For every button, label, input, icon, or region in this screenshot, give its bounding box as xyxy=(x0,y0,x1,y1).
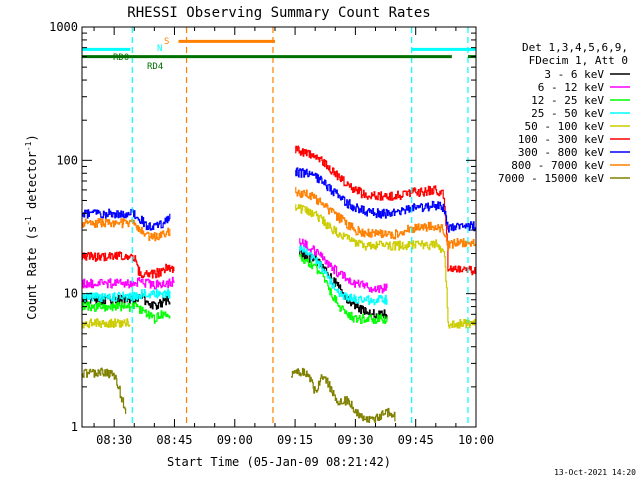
x-tick-label: 10:00 xyxy=(458,433,494,447)
vline-layer xyxy=(131,27,469,427)
x-tick-label: 09:15 xyxy=(277,433,313,447)
legend-label: 300 - 800 keV xyxy=(518,146,604,159)
series-line xyxy=(299,245,388,306)
series-line xyxy=(82,288,171,302)
legend: Det 1,3,4,5,6,9,FDecim 1, Att 03 - 6 keV… xyxy=(498,41,630,185)
y-axis-label: Count Rate (s-1 detector-1) xyxy=(24,134,39,319)
y-tick-label: 100 xyxy=(56,153,78,167)
series-line xyxy=(82,318,131,329)
x-tick-label: 08:30 xyxy=(96,433,132,447)
legend-label: 50 - 100 keV xyxy=(525,120,605,133)
x-tick-label: 09:00 xyxy=(217,433,253,447)
series-line xyxy=(82,251,175,279)
series-line xyxy=(82,208,171,231)
series-line xyxy=(82,276,175,290)
series-line xyxy=(299,238,388,294)
legend-label: 25 - 50 keV xyxy=(531,107,604,120)
legend-label: 6 - 12 keV xyxy=(538,81,605,94)
legend-label: 3 - 6 keV xyxy=(544,68,604,81)
flag-label: N xyxy=(157,44,162,54)
series-line xyxy=(295,187,476,251)
series-line xyxy=(82,367,127,414)
svg-text:Count Rate (s-1 detector-1): Count Rate (s-1 detector-1) xyxy=(24,134,39,319)
flag-label: RD0 xyxy=(113,53,129,63)
legend-header: FDecim 1, Att 0 xyxy=(529,54,628,67)
series-line xyxy=(82,301,171,324)
x-tick-label: 09:45 xyxy=(398,433,434,447)
flag-layer: RD0 RD4 NS xyxy=(82,37,476,72)
y-tick-label: 10 xyxy=(64,287,78,301)
legend-label: 800 - 7000 keV xyxy=(511,159,604,172)
y-tick-label: 1 xyxy=(71,420,78,434)
flag-label: S xyxy=(164,37,169,47)
series-line xyxy=(82,218,171,242)
legend-header: Det 1,3,4,5,6,9, xyxy=(522,41,628,54)
series-line xyxy=(295,204,476,329)
chart-title: RHESSI Observing Summary Count Rates xyxy=(127,5,430,21)
series-line xyxy=(295,167,476,233)
series-line xyxy=(299,253,388,324)
legend-label: 7000 - 15000 keV xyxy=(498,172,604,185)
x-tick-label: 09:30 xyxy=(337,433,373,447)
plot-frame xyxy=(81,26,477,428)
y-tick-label: 1000 xyxy=(49,20,78,34)
series-line xyxy=(291,367,396,423)
tick-layer: 08:30 08:45 09:00 09:15 09:30 09:45 10:00 1 10 10… xyxy=(49,20,494,447)
x-tick-label: 08:45 xyxy=(156,433,192,447)
legend-label: 100 - 300 keV xyxy=(518,133,604,146)
legend-label: 12 - 25 keV xyxy=(531,94,604,107)
series-layer xyxy=(82,145,476,423)
timestamp: 13-Oct-2021 14:20 xyxy=(554,468,636,477)
flag-label: RD4 xyxy=(147,62,163,72)
x-axis-label: Start Time (05-Jan-09 08:21:42) xyxy=(167,455,391,469)
